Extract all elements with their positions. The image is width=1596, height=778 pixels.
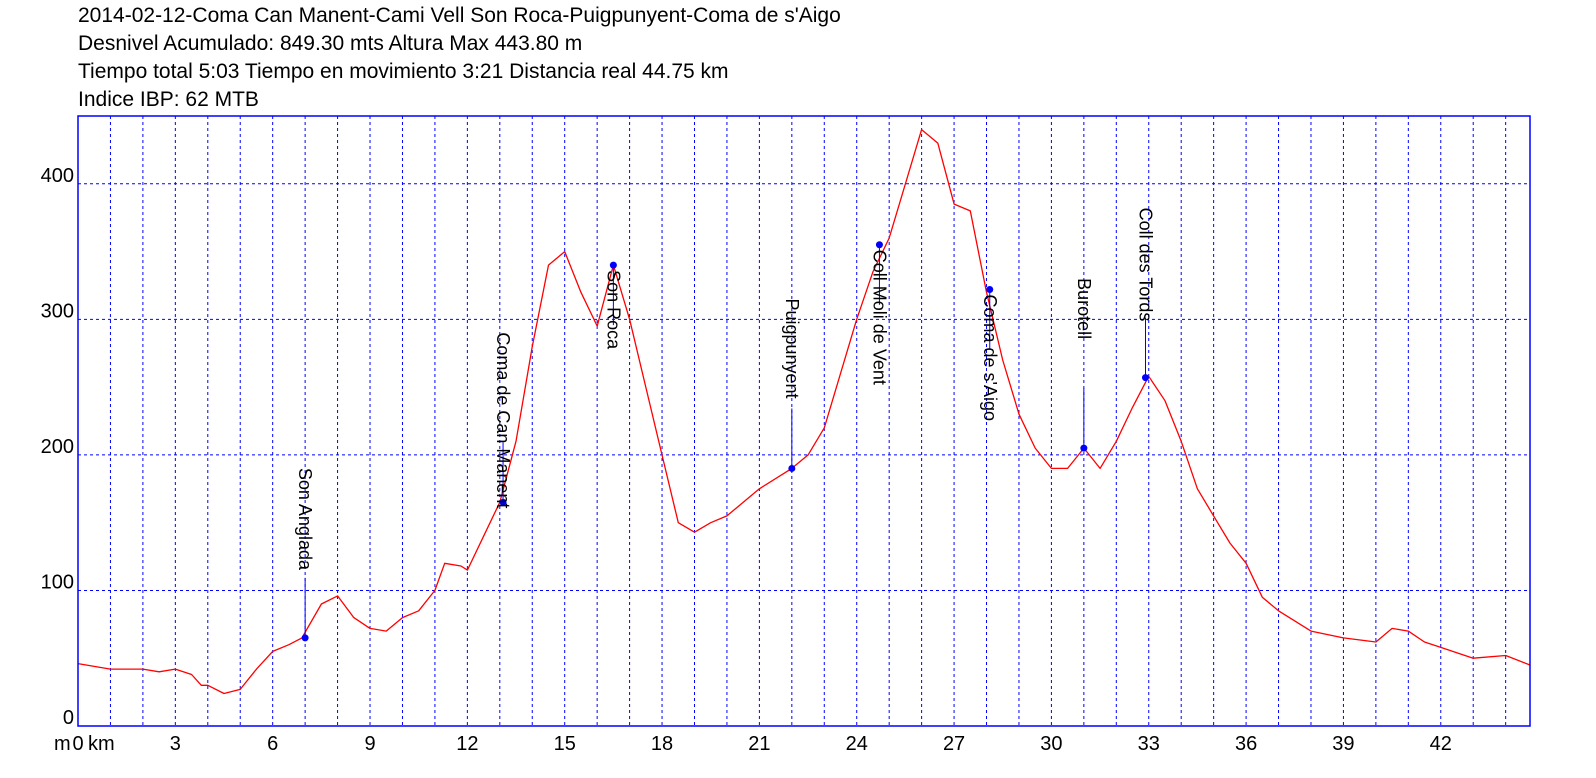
- waypoint-marker: [1142, 374, 1150, 382]
- waypoint-label: Burotell: [1074, 278, 1094, 339]
- waypoint-label: Son Anglada: [295, 468, 315, 571]
- x-tick-label: 33: [1138, 733, 1160, 755]
- waypoint-label: Coll des Tords: [1136, 208, 1156, 322]
- waypoints: Son Anglada Coma de Can Manent Son Roca Pui…: [295, 208, 1156, 642]
- elevation-line: [77, 128, 1531, 695]
- y-tick-label: 300: [41, 300, 74, 322]
- x-tick-label: 12: [456, 733, 478, 755]
- waypoint-marker: [301, 634, 309, 642]
- waypoint-label: Son Roca: [603, 270, 623, 350]
- waypoint-label: Coma de s'Aigo: [980, 295, 1000, 422]
- waypoint-marker: [875, 241, 883, 249]
- waypoint-marker: [1080, 444, 1088, 452]
- y-tick-label: 200: [41, 436, 74, 458]
- y-tick-label: 0: [63, 707, 74, 729]
- y-tick-label: 100: [41, 571, 74, 593]
- y-unit-label: m: [54, 733, 71, 755]
- waypoint-marker: [499, 498, 507, 506]
- x-tick-label: 15: [554, 733, 576, 755]
- x-tick-label: 21: [748, 733, 770, 755]
- waypoint-label: Coma de Can Manent: [493, 332, 513, 508]
- elevation-profile: [77, 128, 1531, 695]
- x-tick-label: 9: [364, 733, 375, 755]
- x-tick-label: 36: [1235, 733, 1257, 755]
- time-distance-summary: Tiempo total 5:03 Tiempo en movimiento 3…: [78, 60, 729, 83]
- plot-frame: [77, 115, 1531, 727]
- x-tick-label: 42: [1430, 733, 1452, 755]
- x-tick-label: 39: [1332, 733, 1354, 755]
- x-tick-label: 0: [72, 733, 83, 755]
- grid: [78, 116, 1530, 726]
- x-unit-label: km: [88, 733, 115, 755]
- waypoint-marker: [609, 261, 617, 269]
- x-tick-label: 24: [846, 733, 868, 755]
- waypoint-marker: [986, 286, 994, 294]
- ibp-index: Indice IBP: 62 MTB: [78, 88, 259, 111]
- x-tick-label: 18: [651, 733, 673, 755]
- waypoint-label: Puigpunyent: [782, 298, 802, 398]
- y-tick-label: 400: [41, 165, 74, 187]
- elevation-summary: Desnivel Acumulado: 849.30 mts Altura Ma…: [78, 32, 583, 55]
- x-tick-label: 27: [943, 733, 965, 755]
- waypoint-marker: [788, 464, 796, 472]
- x-tick-label: 3: [170, 733, 181, 755]
- chart-header: 2014-02-12-Coma Can Manent-Cami Vell Son…: [78, 2, 841, 114]
- chart-title: 2014-02-12-Coma Can Manent-Cami Vell Son…: [78, 4, 841, 27]
- x-tick-label: 6: [267, 733, 278, 755]
- waypoint-label: Coll Moli de Vent: [869, 250, 889, 385]
- x-tick-label: 30: [1040, 733, 1062, 755]
